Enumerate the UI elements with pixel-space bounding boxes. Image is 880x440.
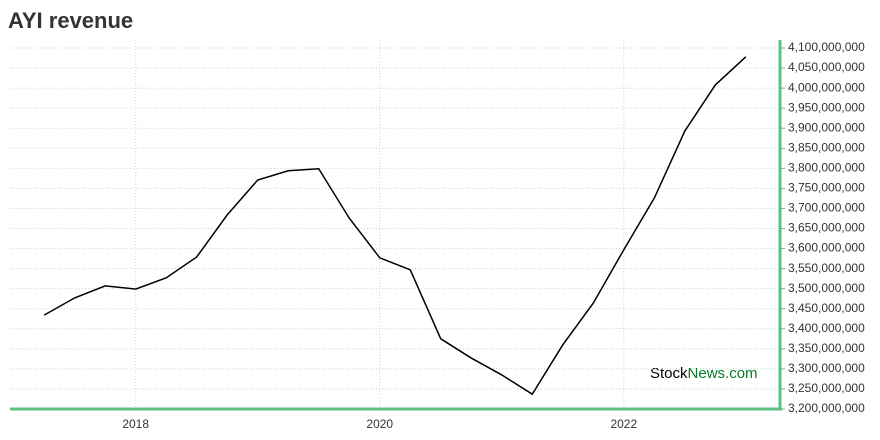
x-tick-label: 2022 [610,417,637,431]
y-tick-label: 4,100,000,000 [788,40,865,54]
y-tick-label: 3,550,000,000 [788,261,865,275]
y-tick-label: 3,250,000,000 [788,381,865,395]
y-tick-label: 4,050,000,000 [788,60,865,74]
y-tick-label: 3,450,000,000 [788,301,865,315]
y-tick-label: 3,650,000,000 [788,221,865,235]
x-tick-label: 2018 [122,417,149,431]
y-tick-label: 3,850,000,000 [788,140,865,154]
y-tick-label: 3,200,000,000 [788,401,865,415]
y-tick-label: 3,500,000,000 [788,281,865,295]
y-tick-label: 3,950,000,000 [788,100,865,114]
y-tick-label: 3,900,000,000 [788,120,865,134]
watermark-part: News.com [688,365,758,382]
y-tick-label: 3,700,000,000 [788,201,865,215]
y-tick-label: 3,400,000,000 [788,321,865,335]
y-tick-label: 3,750,000,000 [788,181,865,195]
y-tick-label: 3,350,000,000 [788,341,865,355]
watermark-part: Stock [650,365,688,382]
chart-title: AYI revenue [8,8,133,33]
x-tick-label: 2020 [366,417,393,431]
y-tick-label: 4,000,000,000 [788,80,865,94]
y-tick-label: 3,600,000,000 [788,241,865,255]
watermark: StockNews.com [650,365,758,382]
series-line [43,56,747,396]
y-tick-label: 3,800,000,000 [788,161,865,175]
y-tick-label: 3,300,000,000 [788,361,865,375]
